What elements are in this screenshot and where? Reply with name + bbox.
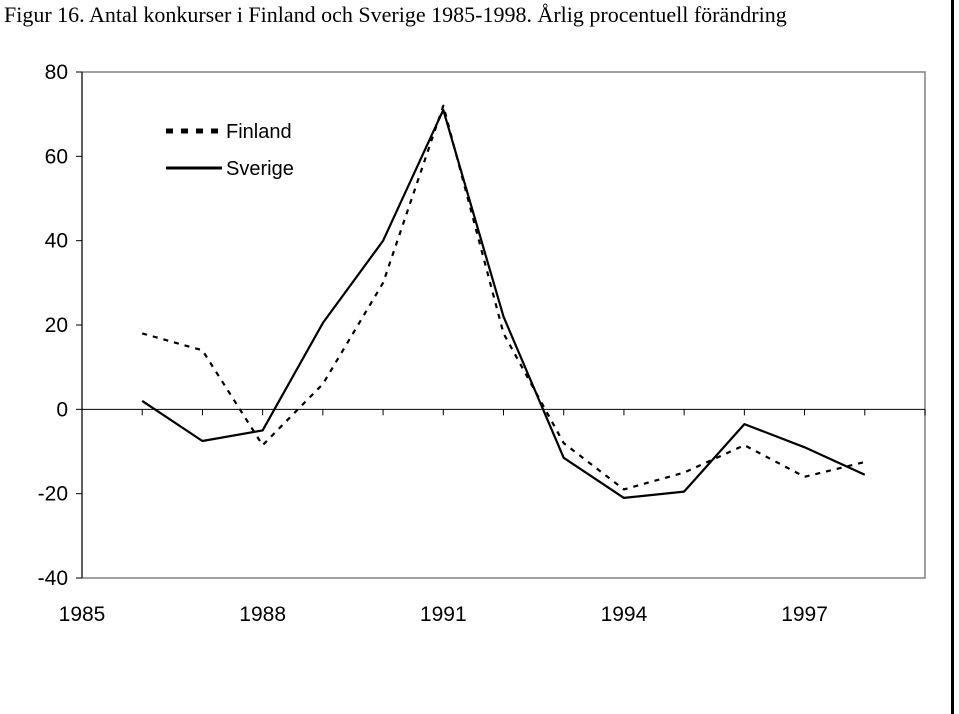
legend-label-finland: Finland — [226, 121, 292, 143]
plot-area-border — [81, 71, 926, 579]
x-tick-label: 1997 — [781, 603, 828, 626]
legend: Finland Sverige — [166, 121, 294, 180]
y-tick-label: -40 — [38, 567, 68, 590]
x-tick-label: 1985 — [59, 603, 106, 626]
y-tick-label: 80 — [45, 61, 68, 84]
series-lines — [141, 104, 866, 499]
y-tick-label: 40 — [45, 230, 68, 253]
x-tick-label: 1988 — [239, 603, 286, 626]
y-tick-label: -20 — [38, 483, 68, 506]
page-edge-rule — [951, 0, 954, 714]
y-tick-label: 20 — [45, 314, 68, 337]
x-tick-label: 1991 — [420, 603, 467, 626]
axes: -40 -20 0 20 40 60 80 1985 1988 1991 1994 1997 — [38, 61, 926, 626]
figure-caption: Figur 16. Antal konkurser i Finland och … — [4, 2, 787, 27]
x-tick-label: 1994 — [601, 603, 648, 626]
plot-frame — [81, 71, 926, 579]
y-tick-label: 60 — [45, 145, 68, 168]
legend-label-sverige: Sverige — [226, 158, 294, 180]
series-line-sverige — [141, 108, 866, 499]
y-tick-label: 0 — [56, 398, 68, 421]
